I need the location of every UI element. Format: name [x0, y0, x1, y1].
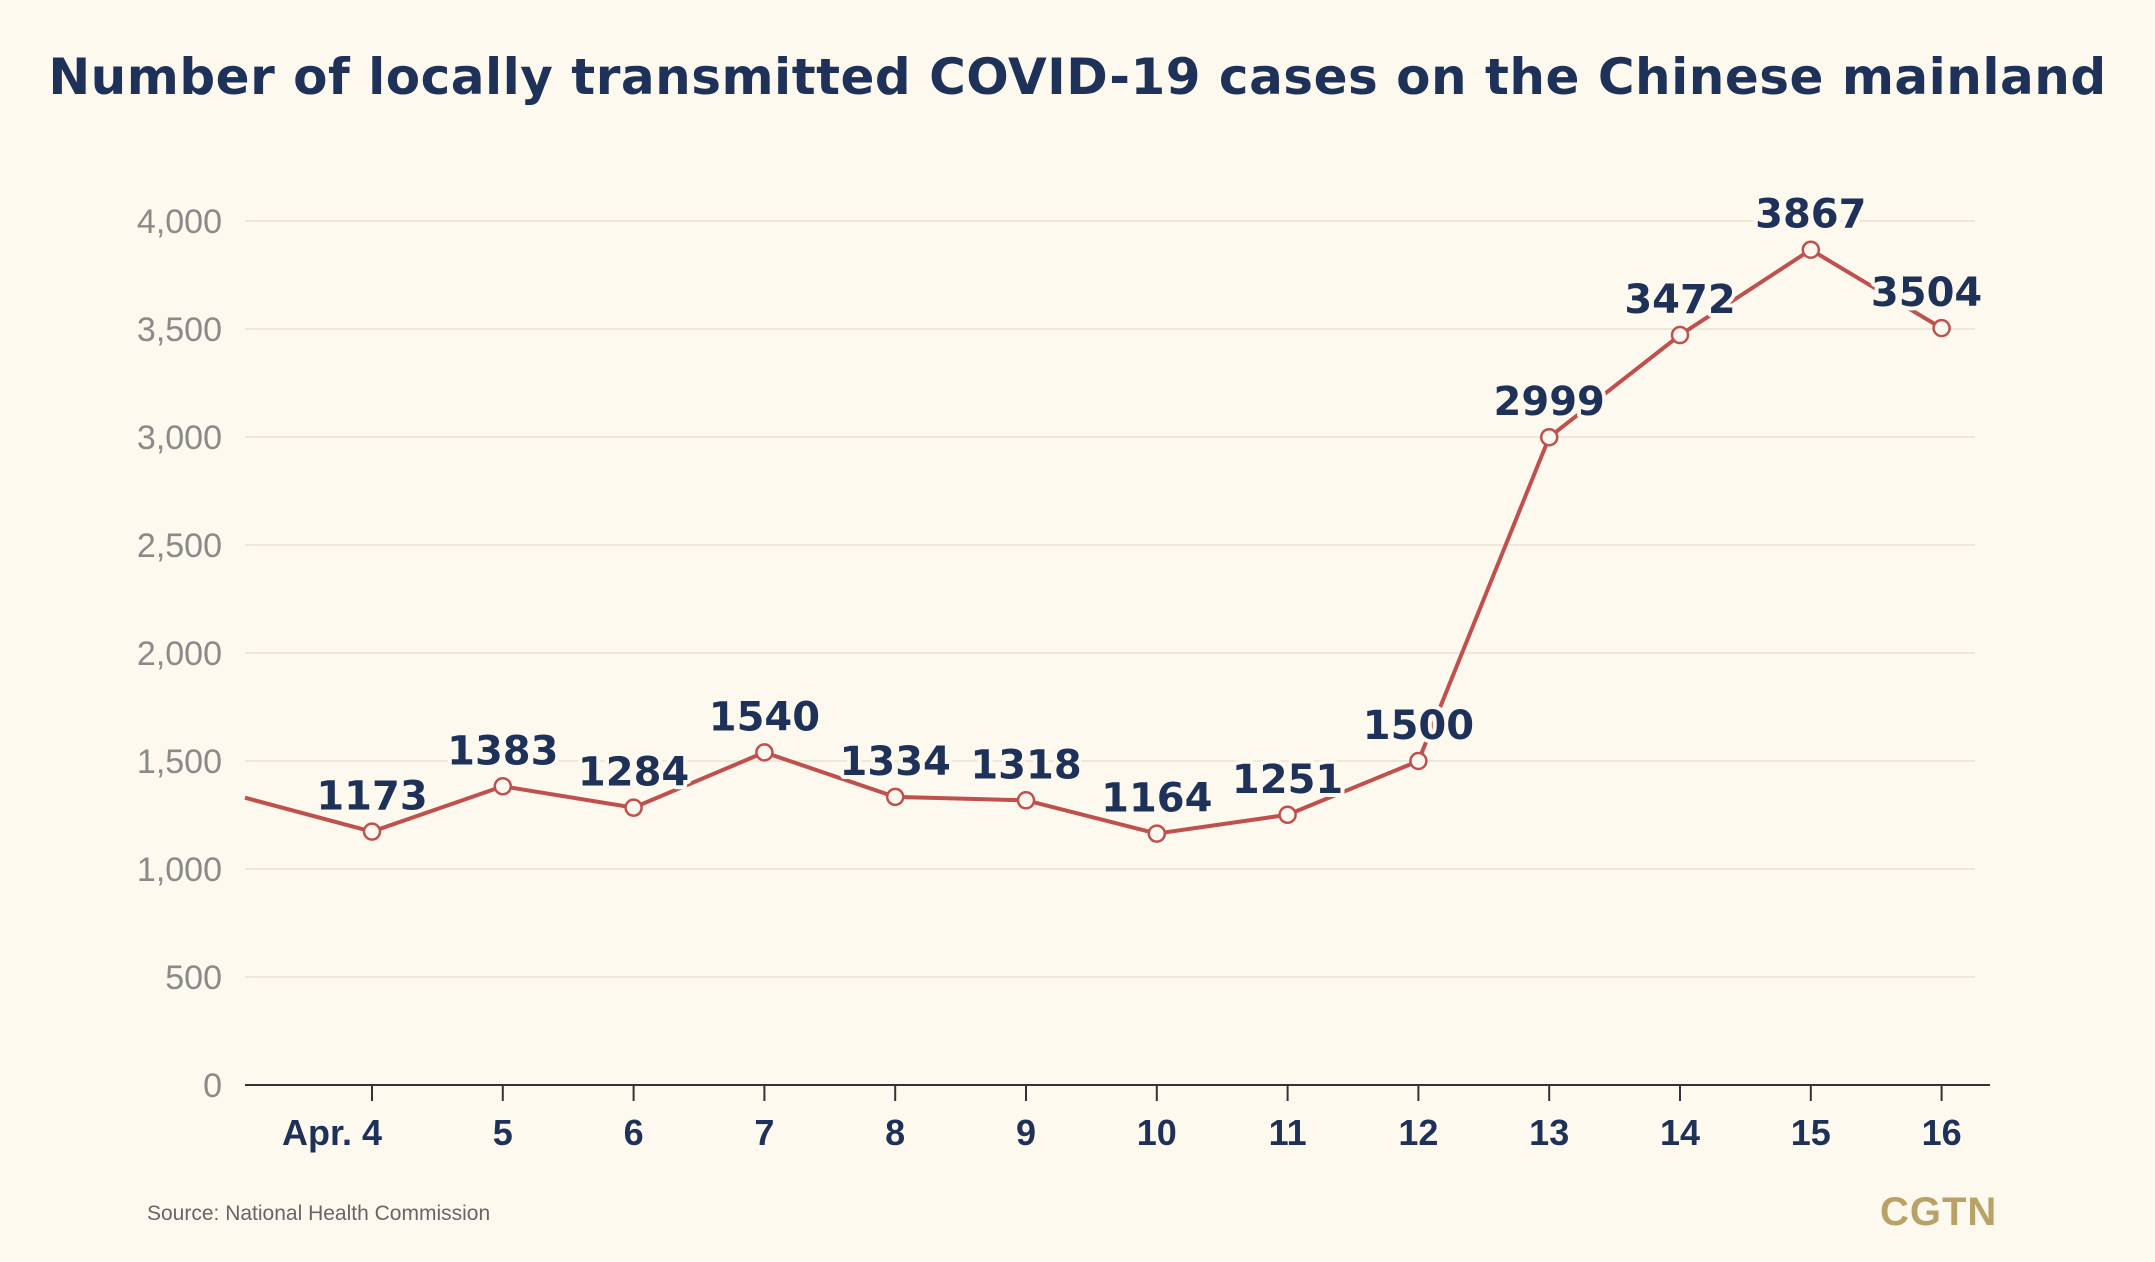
y-tick-label: 3,000 [137, 419, 222, 457]
data-label: 1500 [1363, 703, 1474, 749]
x-axis-ticks: Apr. 4 5 6 7 8 9 10 11 12 13 14 15 16 [282, 1085, 1962, 1153]
x-tick-label: 9 [1016, 1112, 1036, 1153]
series-local-cases [244, 247, 1943, 836]
x-tick-label: 10 [1137, 1112, 1177, 1153]
data-point [1539, 427, 1559, 447]
data-point [1932, 318, 1951, 338]
data-label: 3472 [1624, 277, 1735, 323]
y-tick-label: 1,000 [137, 851, 222, 889]
data-label: 1251 [1232, 757, 1343, 803]
x-tick-label: 11 [1269, 1112, 1307, 1153]
y-tick-label: 1,500 [137, 743, 222, 781]
x-tick-label: Apr. 4 [282, 1112, 382, 1153]
data-label: 1284 [578, 750, 689, 796]
brand-logo: CGTN [1880, 1190, 1998, 1234]
data-point [885, 787, 905, 807]
data-point [1670, 325, 1690, 345]
x-tick-label: 15 [1791, 1112, 1831, 1153]
data-points [362, 240, 1951, 843]
y-tick-label: 0 [203, 1067, 222, 1105]
x-tick-label: 14 [1660, 1112, 1700, 1153]
x-tick-label: 5 [493, 1112, 513, 1153]
x-tick-label: 8 [885, 1112, 905, 1153]
x-tick-label: 12 [1398, 1112, 1438, 1153]
data-point [755, 743, 774, 762]
data-point [1801, 240, 1821, 259]
x-tick-label: 6 [624, 1112, 644, 1153]
data-point [362, 822, 382, 841]
data-point [1147, 824, 1167, 843]
series-line [244, 247, 1943, 836]
y-axis-ticks: 0 500 1,000 1,500 2,000 2,500 3,000 3,500 4,000 [137, 203, 222, 1105]
chart-title: Number of locally transmitted COVID-19 c… [48, 48, 2107, 106]
y-tick-label: 3,500 [137, 311, 222, 349]
y-tick-label: 2,500 [137, 527, 222, 565]
x-tick-label: 7 [754, 1112, 774, 1153]
data-point [624, 798, 643, 817]
x-tick-label: 13 [1529, 1112, 1569, 1153]
data-label: 1173 [316, 774, 427, 820]
y-tick-label: 2,000 [137, 635, 222, 673]
data-label: 1383 [447, 728, 558, 774]
data-point [1409, 751, 1428, 771]
data-label: 2999 [1494, 379, 1605, 425]
gridlines [245, 220, 1975, 978]
y-tick-label: 4,000 [137, 203, 222, 241]
data-point [493, 777, 513, 796]
data-label: 1318 [970, 742, 1081, 788]
data-label: 1164 [1101, 776, 1212, 822]
data-label: 3504 [1871, 270, 1982, 316]
data-label: 1334 [840, 739, 951, 785]
data-label: 3867 [1755, 192, 1866, 238]
data-point [1016, 791, 1036, 810]
data-labels: 1173 1383 1284 1540 1334 1318 1164 1251 1500 2999… [312, 188, 1986, 826]
y-tick-label: 500 [165, 959, 222, 997]
data-label: 1540 [709, 694, 820, 740]
data-point [1278, 805, 1297, 825]
source-note: Source: National Health Commission [147, 1202, 491, 1225]
x-tick-label: 16 [1922, 1112, 1962, 1153]
